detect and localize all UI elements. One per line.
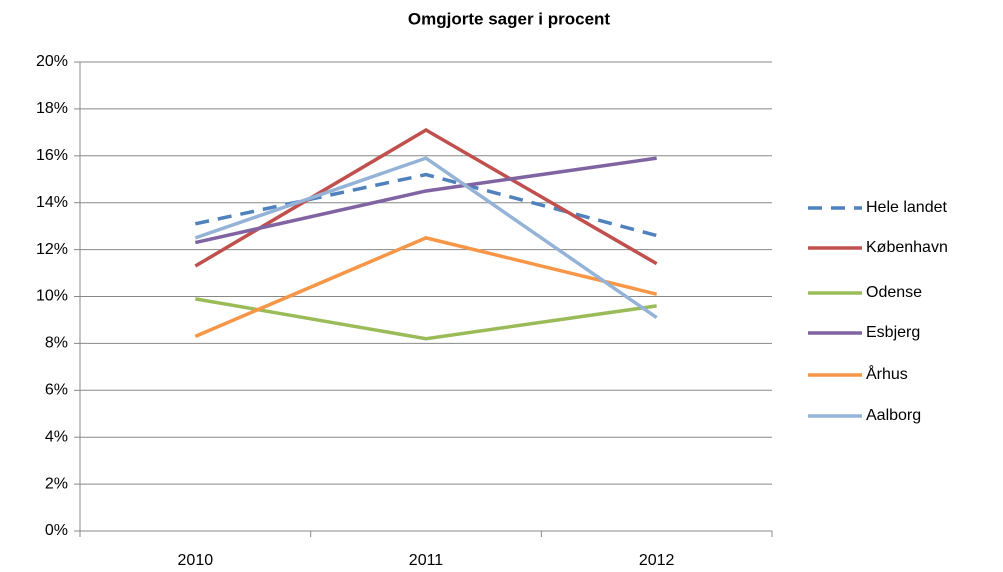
- series-line: [194, 127, 658, 268]
- y-tick-label: 4%: [45, 428, 68, 445]
- legend-label: Århus: [866, 364, 908, 383]
- legend-label: København: [866, 239, 948, 256]
- legend-label: Esbjerg: [866, 324, 920, 341]
- y-tick-label: 6%: [45, 382, 68, 399]
- chart-title: Omgjorte sager i procent: [408, 9, 610, 28]
- y-tick-label: 14%: [36, 194, 68, 211]
- series-line: [194, 156, 657, 245]
- series-line: [194, 156, 658, 320]
- legend-label: Odense: [866, 284, 922, 301]
- legend-label: Hele landet: [866, 199, 948, 216]
- x-tick-label: 2012: [639, 552, 675, 569]
- y-tick-label: 18%: [36, 100, 68, 117]
- y-tick-label: 20%: [36, 53, 68, 70]
- legend-label: Aalborg: [866, 407, 921, 424]
- y-tick-label: 0%: [45, 522, 68, 539]
- series-line: [195, 297, 657, 341]
- series-line: [194, 236, 658, 338]
- series-line: [194, 172, 658, 238]
- y-tick-label: 2%: [45, 475, 68, 492]
- y-tick-label: 8%: [45, 335, 68, 352]
- y-tick-label: 10%: [36, 288, 68, 305]
- x-tick-label: 2010: [178, 552, 214, 569]
- y-tick-label: 16%: [36, 147, 68, 164]
- y-tick-label: 12%: [36, 241, 68, 258]
- x-tick-label: 2011: [409, 552, 444, 569]
